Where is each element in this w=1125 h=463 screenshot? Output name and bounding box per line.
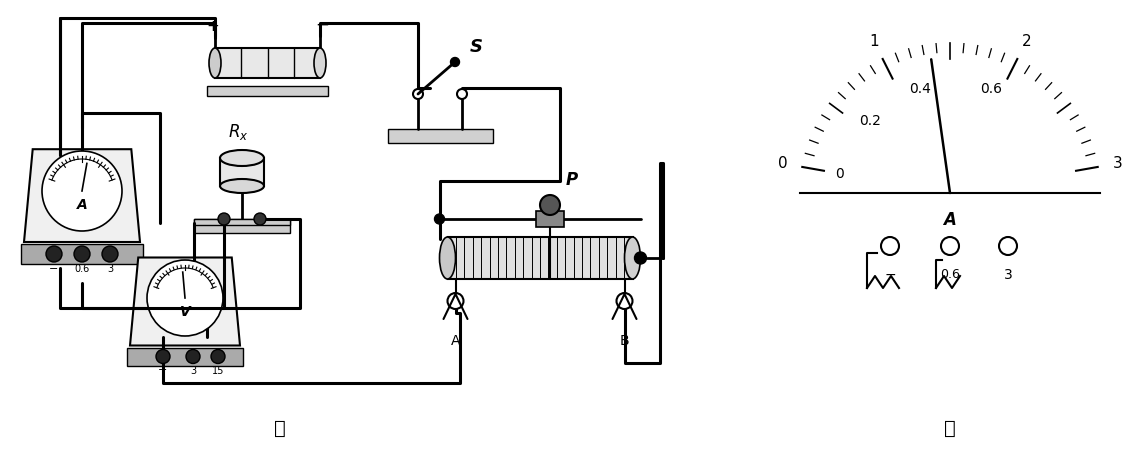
Text: 0.6: 0.6 <box>940 268 960 281</box>
Text: −: − <box>884 268 896 282</box>
Text: V: V <box>180 305 190 319</box>
Bar <box>448 237 632 279</box>
Text: 0.2: 0.2 <box>858 114 881 128</box>
Text: 0: 0 <box>835 167 844 181</box>
Ellipse shape <box>314 48 326 78</box>
Text: 0: 0 <box>777 156 787 171</box>
Bar <box>207 86 328 96</box>
Text: 0.6: 0.6 <box>74 264 90 274</box>
Circle shape <box>102 246 118 262</box>
Text: P: P <box>566 171 578 189</box>
Bar <box>21 244 143 264</box>
Ellipse shape <box>220 179 264 193</box>
Bar <box>388 129 493 143</box>
Text: 3: 3 <box>107 264 112 274</box>
Ellipse shape <box>624 237 640 279</box>
Circle shape <box>450 57 459 67</box>
Bar <box>536 211 564 227</box>
Circle shape <box>74 246 90 262</box>
Text: 0.4: 0.4 <box>909 82 932 96</box>
Text: 15: 15 <box>212 365 224 375</box>
Text: A: A <box>944 211 956 229</box>
Circle shape <box>999 237 1017 255</box>
Bar <box>193 219 290 233</box>
Text: B: B <box>620 334 629 348</box>
Text: 3: 3 <box>1004 268 1012 282</box>
Circle shape <box>434 214 444 224</box>
Ellipse shape <box>209 48 220 78</box>
Circle shape <box>616 293 632 309</box>
Circle shape <box>540 195 560 215</box>
Circle shape <box>413 89 423 99</box>
Text: −: − <box>315 16 328 34</box>
Circle shape <box>156 350 170 363</box>
Circle shape <box>634 252 647 264</box>
Circle shape <box>186 350 200 363</box>
Bar <box>220 158 264 186</box>
Text: 3: 3 <box>1113 156 1123 171</box>
Text: 3: 3 <box>190 365 196 375</box>
Text: A: A <box>451 334 460 348</box>
Circle shape <box>940 237 958 255</box>
Circle shape <box>218 213 229 225</box>
Text: 2: 2 <box>1022 34 1032 49</box>
Text: $R_x$: $R_x$ <box>227 122 249 142</box>
Text: −: − <box>159 365 168 375</box>
Ellipse shape <box>220 150 264 166</box>
Text: 1: 1 <box>868 34 879 49</box>
Circle shape <box>457 89 467 99</box>
Circle shape <box>147 260 223 336</box>
Circle shape <box>46 246 62 262</box>
Text: 乙: 乙 <box>944 419 956 438</box>
Text: S: S <box>470 38 483 56</box>
Circle shape <box>881 237 899 255</box>
Circle shape <box>212 350 225 363</box>
Text: −: − <box>50 264 58 274</box>
Bar <box>215 48 320 78</box>
Polygon shape <box>130 257 240 345</box>
Text: A: A <box>76 198 88 212</box>
Polygon shape <box>24 149 140 242</box>
Circle shape <box>42 151 122 231</box>
Circle shape <box>448 293 463 309</box>
Text: 甲: 甲 <box>274 419 286 438</box>
Bar <box>193 219 290 225</box>
Ellipse shape <box>440 237 456 279</box>
Bar <box>127 348 243 365</box>
Text: 0.6: 0.6 <box>980 82 1001 96</box>
Circle shape <box>254 213 266 225</box>
Text: +: + <box>207 19 219 34</box>
